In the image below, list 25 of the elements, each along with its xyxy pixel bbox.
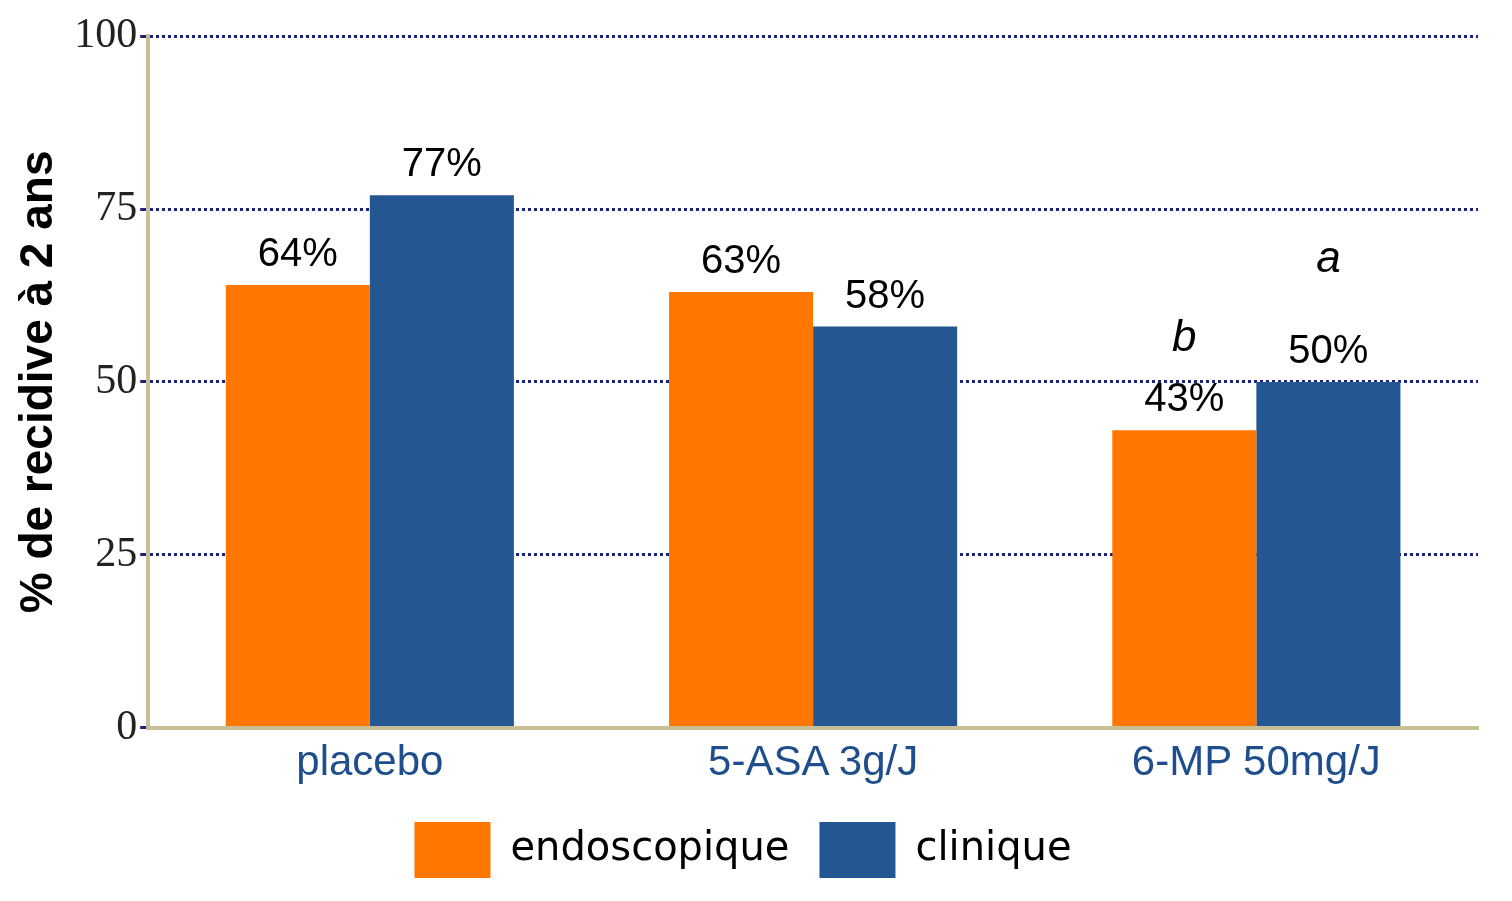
x-tick-label: 5-ASA 3g/J [708,737,919,785]
annotation: b [1172,310,1197,360]
data-label: 64% [257,230,338,275]
y-tick-label: 75 [95,183,138,230]
bar [669,292,814,727]
x-tick-label: placebo [296,737,444,785]
data-label: 43% [1144,375,1225,420]
y-tick-label: 100 [74,10,138,57]
y-tick-label: 50 [95,355,138,402]
bar [225,285,370,727]
bar [1256,381,1401,727]
bar [369,195,514,727]
y-tick-label: 0 [116,701,138,748]
data-label: 63% [701,237,782,282]
annotation: a [1316,232,1341,282]
y-tick-label: 25 [95,528,138,575]
data-label: 77% [401,140,482,185]
legend-label: clinique [915,823,1072,870]
data-label: 50% [1288,326,1369,371]
bar [1112,430,1257,727]
legend-label: endoscopique [510,823,790,870]
bar [813,326,958,727]
data-label: 58% [845,271,926,316]
x-tick-label: 6-MP 50mg/J [1131,737,1381,785]
y-axis-title: % de recidive à 2 ans [10,150,63,614]
